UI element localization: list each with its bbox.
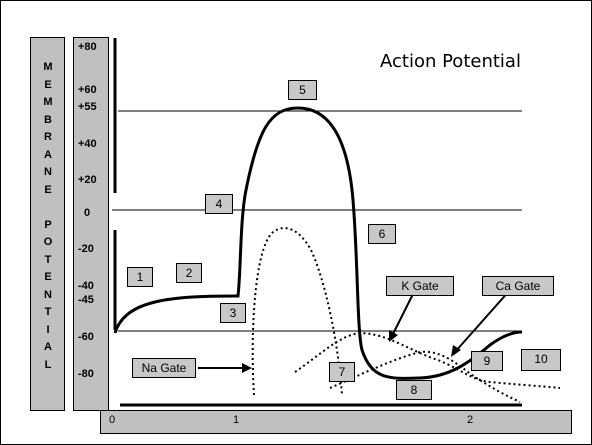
x-tick-2: 2 bbox=[467, 414, 474, 426]
ca-gate-arrowhead bbox=[451, 345, 461, 357]
label-box-2: 2 bbox=[176, 263, 202, 283]
y-scale-label-8: -45 bbox=[78, 294, 94, 306]
membrane-letter-9: P bbox=[44, 218, 52, 231]
k-gate-arrowhead bbox=[389, 330, 398, 342]
y-scale-label-4: +20 bbox=[78, 174, 97, 186]
x-axis-panel bbox=[100, 410, 572, 434]
label-box-1: 1 bbox=[127, 267, 153, 287]
x-tick-0: 0 bbox=[109, 414, 116, 426]
membrane-potential-label-panel bbox=[30, 37, 65, 411]
y-scale-label-3: +40 bbox=[78, 138, 97, 150]
y-scale-label-1: +60 bbox=[78, 84, 97, 96]
membrane-letter-10: O bbox=[43, 236, 53, 248]
membrane-letter-17: L bbox=[44, 358, 52, 371]
action-potential-curve bbox=[113, 106, 523, 380]
membrane-letter-13: N bbox=[44, 288, 52, 301]
y-scale-label-5: 0 bbox=[84, 207, 91, 219]
y-scale-label-7: -40 bbox=[78, 280, 94, 292]
membrane-letter-5: A bbox=[44, 148, 52, 161]
y-scale-label-9: -60 bbox=[78, 331, 94, 343]
y-scale-label-6: -20 bbox=[78, 243, 94, 255]
membrane-letter-14: T bbox=[44, 306, 52, 318]
membrane-letter-3: B bbox=[44, 113, 52, 126]
membrane-letter-4: R bbox=[44, 131, 52, 143]
membrane-letter-16: A bbox=[44, 341, 52, 353]
membrane-letter-12: E bbox=[44, 271, 52, 283]
label-box-3: 3 bbox=[220, 303, 246, 323]
na-gate-label: Na Gate bbox=[132, 358, 196, 378]
label-box-7: 7 bbox=[329, 362, 355, 382]
ca-gate-arrow bbox=[454, 289, 511, 353]
x-tick-1: 1 bbox=[233, 414, 240, 426]
y-scale-label-10: -80 bbox=[78, 368, 94, 380]
ca-gate-label: Ca Gate bbox=[482, 276, 554, 296]
diagram-title: Action Potential bbox=[380, 51, 521, 72]
label-box-4: 4 bbox=[205, 194, 233, 214]
y-scale-label-0: +80 bbox=[78, 41, 97, 53]
label-box-8: 8 bbox=[396, 380, 432, 400]
y-scale-panel bbox=[73, 37, 109, 411]
membrane-letter-2: M bbox=[43, 96, 53, 108]
y-scale-label-2: +55 bbox=[78, 101, 97, 113]
na-gate-arrowhead bbox=[242, 363, 252, 373]
label-box-6: 6 bbox=[368, 224, 396, 244]
membrane-letter-15: I bbox=[46, 323, 50, 336]
k-gate-arrow bbox=[391, 289, 416, 337]
membrane-letter-0: M bbox=[43, 61, 53, 73]
membrane-letter-7: E bbox=[44, 183, 52, 196]
membrane-letter-11: T bbox=[44, 253, 52, 266]
label-box-10: 10 bbox=[521, 349, 561, 371]
membrane-letter-6: N bbox=[44, 166, 52, 178]
label-box-9: 9 bbox=[471, 351, 503, 371]
label-box-5: 5 bbox=[288, 80, 317, 100]
k-gate-curve bbox=[294, 331, 561, 389]
membrane-letter-1: E bbox=[44, 78, 52, 91]
k-gate-label: K Gate bbox=[386, 276, 454, 296]
